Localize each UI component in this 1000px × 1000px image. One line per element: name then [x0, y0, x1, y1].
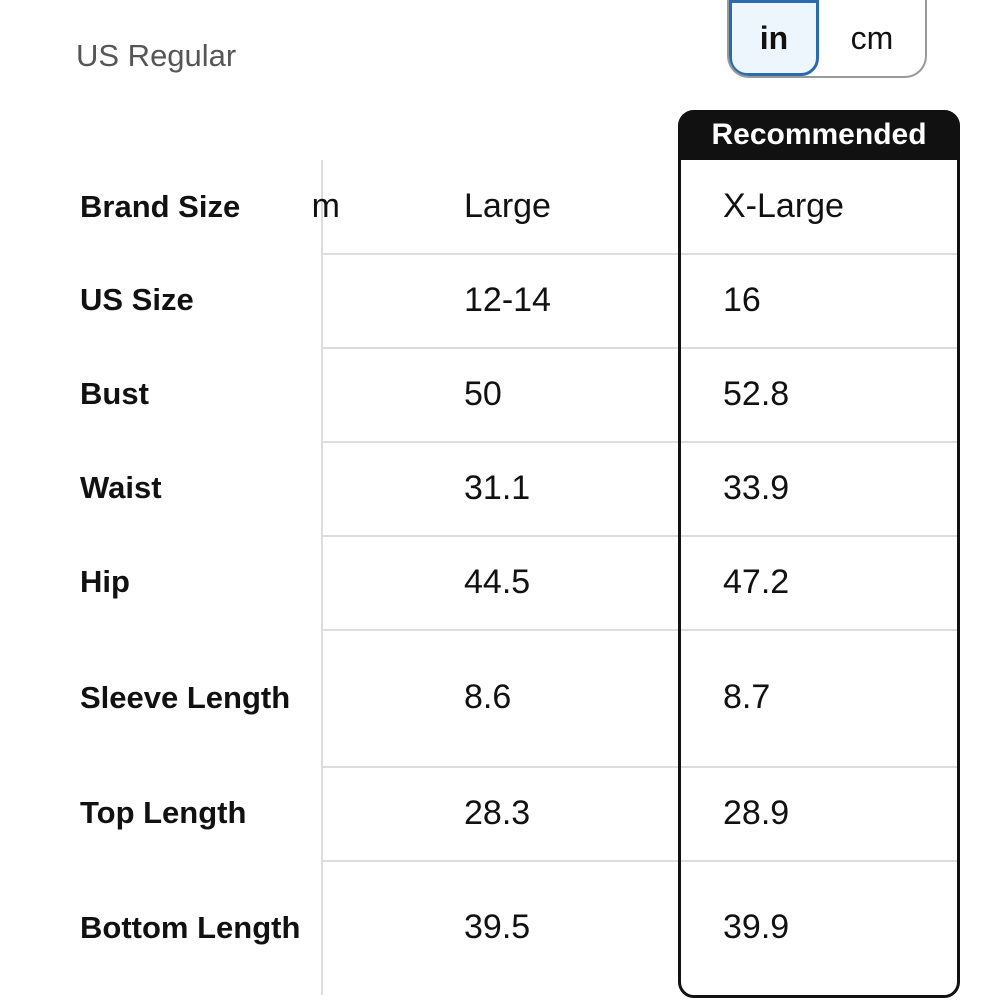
cell-value: 39.9 [723, 908, 790, 946]
unit-cm[interactable]: cm [850, 19, 894, 56]
row-label: Waist [80, 470, 162, 505]
title: US Regular [76, 38, 237, 73]
recommended-badge: Recommended [678, 110, 960, 160]
cell-value: 12-14 [464, 280, 551, 319]
cell-value: 44.5 [464, 562, 531, 601]
row-label: Hip [80, 564, 130, 599]
cell-value: 33.9 [723, 468, 790, 507]
row-label: US Size [80, 282, 194, 317]
row-label: Top Length [80, 795, 247, 830]
row-label: Bust [80, 376, 149, 411]
cell-value: 47.2 [723, 562, 790, 601]
cell-value: 8.7 [723, 678, 771, 716]
column-header: Large [464, 187, 551, 225]
row-line [323, 860, 959, 862]
column-header: m [311, 187, 340, 225]
unit-toggle: in cm [727, 0, 927, 78]
row-line [323, 253, 959, 255]
cell-value: 28.9 [723, 793, 790, 832]
cell-value: 52.8 [723, 374, 790, 413]
cell-value: 16 [723, 280, 761, 319]
row-label: Sleeve Length [80, 679, 291, 715]
row-line [323, 766, 959, 768]
cell-value: 39.5 [464, 908, 531, 946]
column-header: X-Large [723, 187, 844, 225]
row-label: Bottom Length [80, 909, 301, 945]
row-line [323, 535, 959, 537]
unit-in[interactable]: in [729, 0, 819, 76]
divider [321, 160, 323, 995]
row-line [323, 629, 959, 631]
cell-value: 8.6 [464, 678, 512, 716]
cell-value: 50 [464, 374, 502, 413]
row-line [323, 441, 959, 443]
row-line [323, 347, 959, 349]
cell-value: 31.1 [464, 468, 531, 507]
row-label: Brand Size [80, 188, 241, 224]
cell-value: 28.3 [464, 793, 531, 832]
recommended-frame [678, 110, 960, 998]
